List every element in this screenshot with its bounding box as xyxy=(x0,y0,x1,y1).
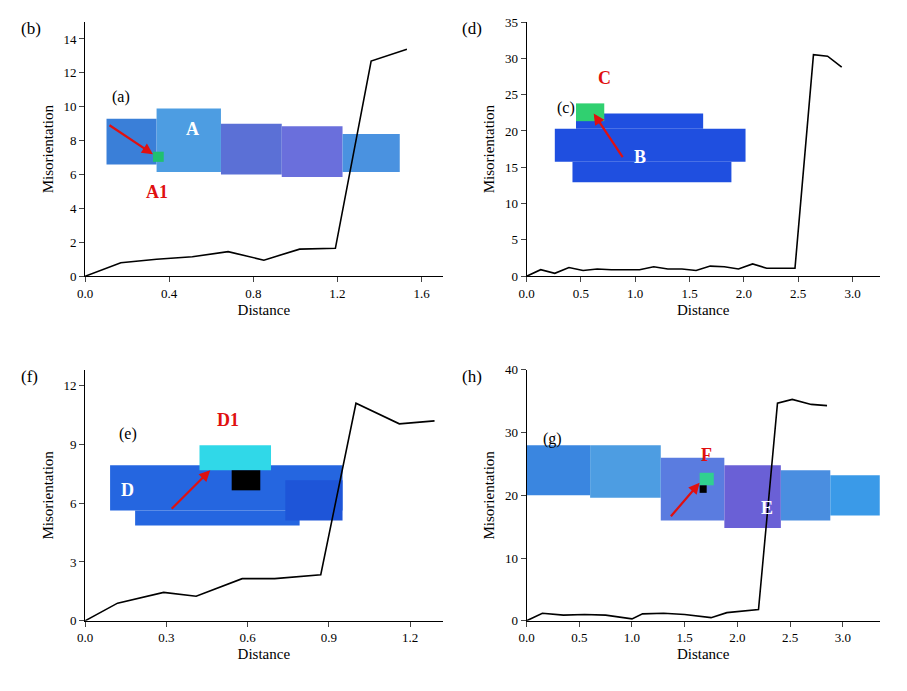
svg-text:0.9: 0.9 xyxy=(321,630,337,645)
svg-text:0.3: 0.3 xyxy=(158,630,174,645)
svg-text:D: D xyxy=(121,480,134,500)
svg-text:0: 0 xyxy=(70,269,77,284)
svg-text:2: 2 xyxy=(70,235,77,250)
svg-text:9: 9 xyxy=(70,437,77,452)
svg-text:Misorientation: Misorientation xyxy=(481,451,497,540)
svg-text:F: F xyxy=(701,445,712,465)
svg-text:6: 6 xyxy=(70,496,77,511)
svg-text:E: E xyxy=(761,498,773,518)
svg-text:20: 20 xyxy=(505,124,518,139)
svg-text:25: 25 xyxy=(505,87,518,102)
svg-text:(a): (a) xyxy=(112,88,130,106)
svg-text:0.0: 0.0 xyxy=(77,630,93,645)
svg-text:Distance: Distance xyxy=(238,646,291,662)
svg-text:1.0: 1.0 xyxy=(624,630,640,645)
svg-text:1.5: 1.5 xyxy=(681,286,697,301)
svg-text:40: 40 xyxy=(505,362,518,377)
svg-text:(b): (b) xyxy=(21,19,41,38)
svg-text:12: 12 xyxy=(63,378,76,393)
svg-text:0: 0 xyxy=(70,613,77,628)
svg-text:30: 30 xyxy=(505,51,518,66)
svg-text:1.6: 1.6 xyxy=(414,286,431,301)
svg-text:15: 15 xyxy=(505,160,518,175)
svg-text:Distance: Distance xyxy=(238,302,291,318)
svg-text:3: 3 xyxy=(70,555,77,570)
svg-text:20: 20 xyxy=(505,488,518,503)
svg-text:12: 12 xyxy=(63,65,76,80)
svg-text:10: 10 xyxy=(63,99,76,114)
svg-text:0.0: 0.0 xyxy=(518,286,534,301)
svg-text:A1: A1 xyxy=(146,182,168,202)
svg-text:5: 5 xyxy=(511,232,518,247)
svg-text:0.5: 0.5 xyxy=(573,286,589,301)
svg-text:1.2: 1.2 xyxy=(402,630,418,645)
svg-text:C: C xyxy=(598,68,611,88)
svg-text:10: 10 xyxy=(505,551,518,566)
svg-text:Misorientation: Misorientation xyxy=(40,451,56,540)
svg-text:Misorientation: Misorientation xyxy=(40,104,56,193)
svg-text:2.5: 2.5 xyxy=(782,630,798,645)
svg-text:3.0: 3.0 xyxy=(835,630,851,645)
svg-text:D1: D1 xyxy=(217,410,239,430)
svg-text:0.5: 0.5 xyxy=(571,630,587,645)
svg-text:(f): (f) xyxy=(21,367,38,386)
svg-text:14: 14 xyxy=(63,32,77,47)
svg-text:1.2: 1.2 xyxy=(329,286,345,301)
svg-text:1.5: 1.5 xyxy=(677,630,693,645)
svg-text:A: A xyxy=(186,119,199,139)
svg-text:30: 30 xyxy=(505,425,518,440)
svg-text:Distance: Distance xyxy=(677,646,730,662)
svg-text:(g): (g) xyxy=(543,430,562,448)
svg-text:B: B xyxy=(634,147,646,167)
svg-text:(c): (c) xyxy=(557,99,575,117)
svg-text:(d): (d) xyxy=(462,19,482,38)
svg-text:3.0: 3.0 xyxy=(844,286,860,301)
svg-text:0: 0 xyxy=(511,269,518,284)
svg-text:0.0: 0.0 xyxy=(518,630,534,645)
svg-text:2.0: 2.0 xyxy=(729,630,745,645)
svg-text:0.0: 0.0 xyxy=(77,286,93,301)
svg-text:0: 0 xyxy=(511,613,518,628)
svg-text:10: 10 xyxy=(505,196,518,211)
svg-text:Distance: Distance xyxy=(677,302,730,318)
svg-text:4: 4 xyxy=(70,201,77,216)
svg-text:2.0: 2.0 xyxy=(736,286,752,301)
svg-text:(e): (e) xyxy=(119,425,137,443)
svg-text:0.4: 0.4 xyxy=(161,286,178,301)
svg-text:6: 6 xyxy=(70,167,77,182)
svg-text:(h): (h) xyxy=(462,367,482,386)
svg-text:8: 8 xyxy=(70,133,77,148)
svg-text:35: 35 xyxy=(505,15,518,30)
svg-text:Misorientation: Misorientation xyxy=(481,104,497,193)
svg-text:1.0: 1.0 xyxy=(627,286,643,301)
svg-text:0.8: 0.8 xyxy=(245,286,261,301)
svg-text:2.5: 2.5 xyxy=(790,286,806,301)
svg-text:0.6: 0.6 xyxy=(239,630,256,645)
